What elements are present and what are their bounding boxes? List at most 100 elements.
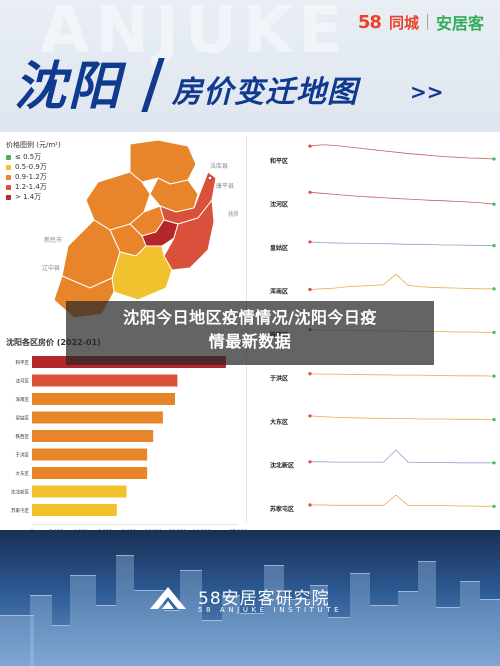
skyline-building — [350, 573, 370, 666]
bar-tick-label: 17,000 — [229, 530, 246, 531]
skyline-building — [436, 607, 460, 666]
bar — [32, 504, 117, 516]
sparkline-start-dot — [308, 503, 312, 507]
skyline-building — [418, 561, 436, 666]
sparkline-start-dot — [308, 372, 312, 376]
logo-58: 58 — [357, 11, 382, 33]
map-place-label: 抚顺 — [228, 210, 238, 218]
sparkline-end-dot — [492, 244, 496, 248]
bar-tick-label: 2,000 — [49, 530, 63, 531]
map-place-label: 辽中县 — [42, 264, 60, 272]
bar-category-label: 铁西区 — [16, 433, 30, 440]
sparkline — [310, 449, 494, 464]
bar-tick-label: 12,000 — [169, 530, 187, 531]
bar-category-label: 皇姑区 — [16, 415, 30, 422]
skyline-building — [30, 595, 52, 666]
legend-item: > 1.4万 — [6, 193, 61, 201]
sparkline — [309, 273, 494, 290]
skyline-building — [180, 570, 202, 666]
bar-tick-label: 0 — [30, 530, 33, 531]
skyline-building — [96, 605, 116, 666]
sparkline-label: 沈河区 — [270, 201, 288, 209]
sparkline-start-dot — [308, 287, 312, 292]
sparkline-end-dot — [492, 287, 496, 291]
skyline-building — [52, 625, 70, 666]
sparkline-end-dot — [492, 418, 496, 422]
sparkline-end-dot — [492, 461, 496, 465]
legend-item: ≤ 0.5万 — [6, 153, 61, 161]
bar-category-label: 和平区 — [16, 359, 30, 366]
legend-item: 1.2-1.4万 — [6, 183, 61, 191]
bar — [32, 374, 178, 387]
district-trend-sparklines: 和平区沈河区皇姑区浑南区铁西区于洪区大东区沈北新区苏家屯区 — [269, 144, 496, 513]
skyline-building — [370, 605, 398, 666]
bar-category-label: 大东区 — [16, 470, 30, 477]
ghost-watermark: ANJUKE — [40, 0, 349, 68]
sparkline-label: 皇姑区 — [270, 244, 288, 252]
legend-swatch — [6, 184, 11, 190]
skyline-building — [460, 581, 480, 666]
bar — [32, 393, 175, 405]
sparkline-start-dot — [308, 190, 312, 194]
bar-category-label: 沈河区 — [16, 378, 30, 385]
sparkline — [309, 191, 495, 205]
institute-logo-icon — [150, 587, 186, 609]
legend-swatch — [6, 194, 11, 200]
legend-swatch — [6, 174, 11, 180]
logo-anjuke: 安居客 — [435, 14, 484, 33]
sparkline-label: 于洪区 — [270, 375, 288, 383]
sparkline-end-dot — [492, 504, 496, 508]
bar-category-label: 浑南区 — [16, 396, 30, 403]
sparkline-end-dot — [492, 330, 496, 334]
map-place-label: 康平县 — [216, 182, 234, 190]
title-city: 沈阳 — [14, 57, 123, 117]
sparkline — [310, 494, 494, 507]
institute-name-en: 58 ANJUKE INSTITUTE — [198, 606, 343, 614]
map-marker — [207, 175, 213, 181]
bar-category-label: 沈北新区 — [11, 489, 29, 496]
map-place-label: 新民市 — [44, 236, 62, 244]
legend-label: 0.5-0.9万 — [15, 163, 47, 171]
caption-line-2: 情最新数据 — [208, 332, 292, 351]
map-region-sujiatun — [111, 245, 173, 301]
sparkline-label: 和平区 — [269, 157, 288, 165]
map-region-kangping — [129, 139, 197, 185]
bar-tick-label: 8,000 — [122, 530, 136, 531]
legend-swatch — [6, 154, 11, 160]
title-subtitle: 房价变迁地图 — [172, 75, 358, 110]
caption-text: 沈阳今日地区疫情情况/沈阳今日疫 情最新数据 — [66, 306, 434, 354]
skyline-building — [0, 615, 34, 666]
bar-tick-label: 6,000 — [98, 530, 112, 531]
legend-item: 0.5-0.9万 — [6, 163, 61, 171]
map-legend: 价格图例 (元/m²) ≤ 0.5万 0.5-0.9万 0.9-1.2万 1.2-1.… — [6, 140, 61, 203]
bar-category-label: 苏家屯区 — [11, 507, 29, 514]
skyline-building — [202, 620, 222, 666]
bar-tick-label: 10,000 — [144, 530, 162, 531]
bar-tick-label: 14,000 — [193, 530, 211, 531]
skyline-building — [310, 585, 328, 666]
skyline-building — [240, 613, 264, 666]
skyline-building — [284, 599, 310, 666]
sparkline-end-dot — [492, 157, 496, 161]
sparkline-start-dot — [308, 240, 312, 244]
sparkline-label: 浑南区 — [270, 288, 288, 296]
legend-item: 0.9-1.2万 — [6, 173, 61, 181]
caption-overlay — [66, 301, 434, 365]
bar — [32, 485, 127, 498]
sparkline-start-dot — [308, 144, 312, 148]
logo-58-name: 同城 — [388, 13, 419, 32]
sparkline — [309, 241, 495, 247]
header-band: ANJUKE — [0, 0, 500, 132]
bar — [32, 467, 148, 479]
map-place-label: 法库县 — [210, 162, 228, 170]
legend-title: 价格图例 (元/m²) — [6, 141, 61, 149]
chevrons-icon: >> — [410, 80, 444, 104]
legend-label: > 1.4万 — [15, 193, 42, 201]
sparkline-start-dot — [308, 460, 312, 464]
bar-category-label: 于洪区 — [16, 452, 30, 459]
bar-chart-title: 沈阳各区房价 (2022-01) — [6, 338, 101, 347]
skyline-footer — [0, 530, 500, 666]
sparkline — [309, 373, 495, 377]
legend-swatch — [6, 164, 11, 170]
